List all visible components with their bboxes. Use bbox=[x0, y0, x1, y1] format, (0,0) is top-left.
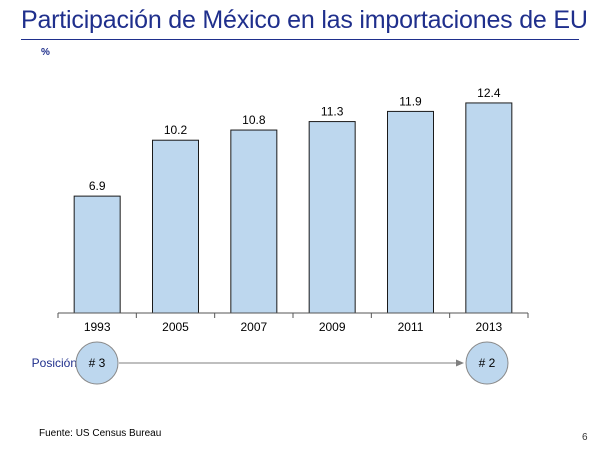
x-tick-label: 2005 bbox=[162, 320, 189, 334]
bar-value-label: 6.9 bbox=[89, 179, 106, 193]
bar-value-label: 11.3 bbox=[321, 105, 344, 119]
x-tick-label: 1993 bbox=[84, 320, 111, 334]
page-title: Participación de México en las importaci… bbox=[21, 6, 588, 34]
bar-1993 bbox=[73, 195, 121, 314]
x-tick-label: 2011 bbox=[398, 320, 424, 334]
bar-2011 bbox=[387, 110, 434, 314]
bar-value-label: 11.9 bbox=[399, 94, 422, 108]
position-end-circle bbox=[465, 341, 509, 385]
bar-2013 bbox=[465, 102, 513, 314]
position-end-label: # 2 bbox=[479, 356, 496, 370]
bar-2005 bbox=[152, 139, 199, 314]
bar-value-label: 12.4 bbox=[477, 86, 501, 100]
bars-group bbox=[73, 102, 513, 314]
position-start-label: # 3 bbox=[89, 356, 106, 370]
title-divider bbox=[21, 39, 579, 40]
position-start-circle bbox=[75, 341, 119, 385]
bar-value-label: 10.2 bbox=[164, 123, 188, 137]
position-label: Posición bbox=[32, 356, 77, 370]
value-labels-group: 6.9 10.2 10.8 11.3 11.9 12.4 bbox=[89, 86, 501, 193]
bar-2007 bbox=[230, 129, 278, 314]
position-arrow-head-icon bbox=[456, 359, 464, 367]
y-axis-unit-label: % bbox=[41, 47, 50, 58]
x-tick-labels-group: 1993 2005 2007 2009 2011 2013 bbox=[84, 320, 503, 334]
bar-value-label: 10.8 bbox=[242, 113, 266, 127]
x-ticks-group bbox=[57, 313, 529, 318]
x-tick-label: 2009 bbox=[319, 320, 346, 334]
bar-2009 bbox=[308, 121, 356, 314]
source-note: Fuente: US Census Bureau bbox=[39, 428, 162, 439]
page-number: 6 bbox=[582, 432, 588, 443]
x-tick-label: 2013 bbox=[475, 320, 502, 334]
x-tick-label: 2007 bbox=[240, 320, 267, 334]
